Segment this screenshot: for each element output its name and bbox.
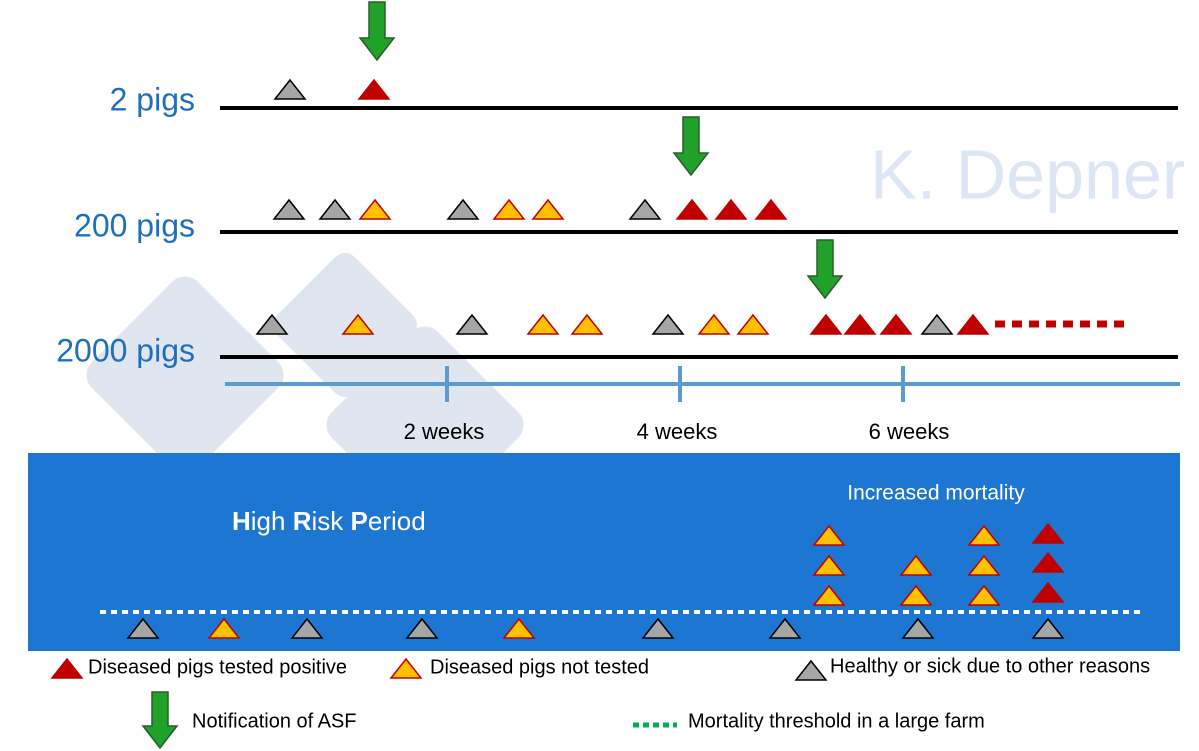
week-label: 2 weeks xyxy=(404,419,485,444)
notification-arrow xyxy=(141,691,179,750)
pig-marker xyxy=(255,313,289,335)
pig-marker xyxy=(341,313,375,335)
pig-marker xyxy=(1031,551,1065,573)
pig-marker xyxy=(318,198,352,220)
pig-marker xyxy=(967,524,1001,546)
pig-marker xyxy=(843,313,877,335)
pig-marker xyxy=(628,198,662,220)
pig-marker xyxy=(290,617,324,639)
pig-marker xyxy=(641,617,675,639)
pig-marker xyxy=(812,584,846,606)
pig-marker xyxy=(812,554,846,576)
watermark: K. Depner xyxy=(870,135,1185,213)
pig-marker xyxy=(531,198,565,220)
pig-marker xyxy=(675,198,709,220)
notification-arrow xyxy=(672,116,710,177)
pig-marker xyxy=(273,78,307,100)
week-label: 4 weeks xyxy=(637,419,718,444)
pig-marker xyxy=(812,524,846,546)
pig-marker xyxy=(768,617,802,639)
pig-marker xyxy=(697,313,731,335)
week-label: 6 weeks xyxy=(869,419,950,444)
pig-marker xyxy=(920,313,954,335)
legend-label: Diseased pigs tested positive xyxy=(88,656,347,678)
notification-arrow xyxy=(806,239,844,300)
pig-marker xyxy=(967,584,1001,606)
pig-marker xyxy=(405,617,439,639)
pig-marker xyxy=(956,313,990,335)
pig-marker xyxy=(901,617,935,639)
legend-label: Notification of ASF xyxy=(192,710,357,732)
pig-marker xyxy=(879,313,913,335)
legend-label: Diseased pigs not tested xyxy=(430,656,649,678)
pig-marker xyxy=(389,657,423,679)
pig-marker xyxy=(899,584,933,606)
pig-marker xyxy=(899,554,933,576)
pig-marker xyxy=(714,198,748,220)
pig-marker xyxy=(754,198,788,220)
box-subtitle: Increased mortality xyxy=(847,482,1025,505)
legend-label: Healthy or sick due to other reasons xyxy=(830,655,1150,677)
pig-marker xyxy=(1031,617,1065,639)
row-label: 2 pigs xyxy=(110,81,195,117)
pig-marker xyxy=(651,313,685,335)
row-label: 200 pigs xyxy=(74,207,195,243)
pig-marker xyxy=(809,313,843,335)
timeline xyxy=(225,366,1180,402)
pig-marker xyxy=(1031,581,1065,603)
pig-marker xyxy=(736,313,770,335)
row-label: 2000 pigs xyxy=(56,332,195,368)
pig-marker xyxy=(50,657,84,679)
pig-marker xyxy=(1031,522,1065,544)
pig-marker xyxy=(794,659,828,681)
pig-marker xyxy=(357,78,391,100)
pig-marker xyxy=(570,313,604,335)
pig-marker xyxy=(967,554,1001,576)
pig-marker xyxy=(272,198,306,220)
pig-marker xyxy=(446,198,480,220)
legend-label: Mortality threshold in a large farm xyxy=(688,710,985,732)
pig-marker xyxy=(502,617,536,639)
pig-marker xyxy=(207,617,241,639)
pig-marker xyxy=(526,313,560,335)
notification-arrow xyxy=(358,1,396,62)
box-title: High Risk Period xyxy=(232,506,426,536)
pig-marker xyxy=(492,198,526,220)
risk-box xyxy=(28,453,1180,651)
pig-marker xyxy=(126,617,160,639)
pig-marker xyxy=(455,313,489,335)
pig-marker xyxy=(358,198,392,220)
